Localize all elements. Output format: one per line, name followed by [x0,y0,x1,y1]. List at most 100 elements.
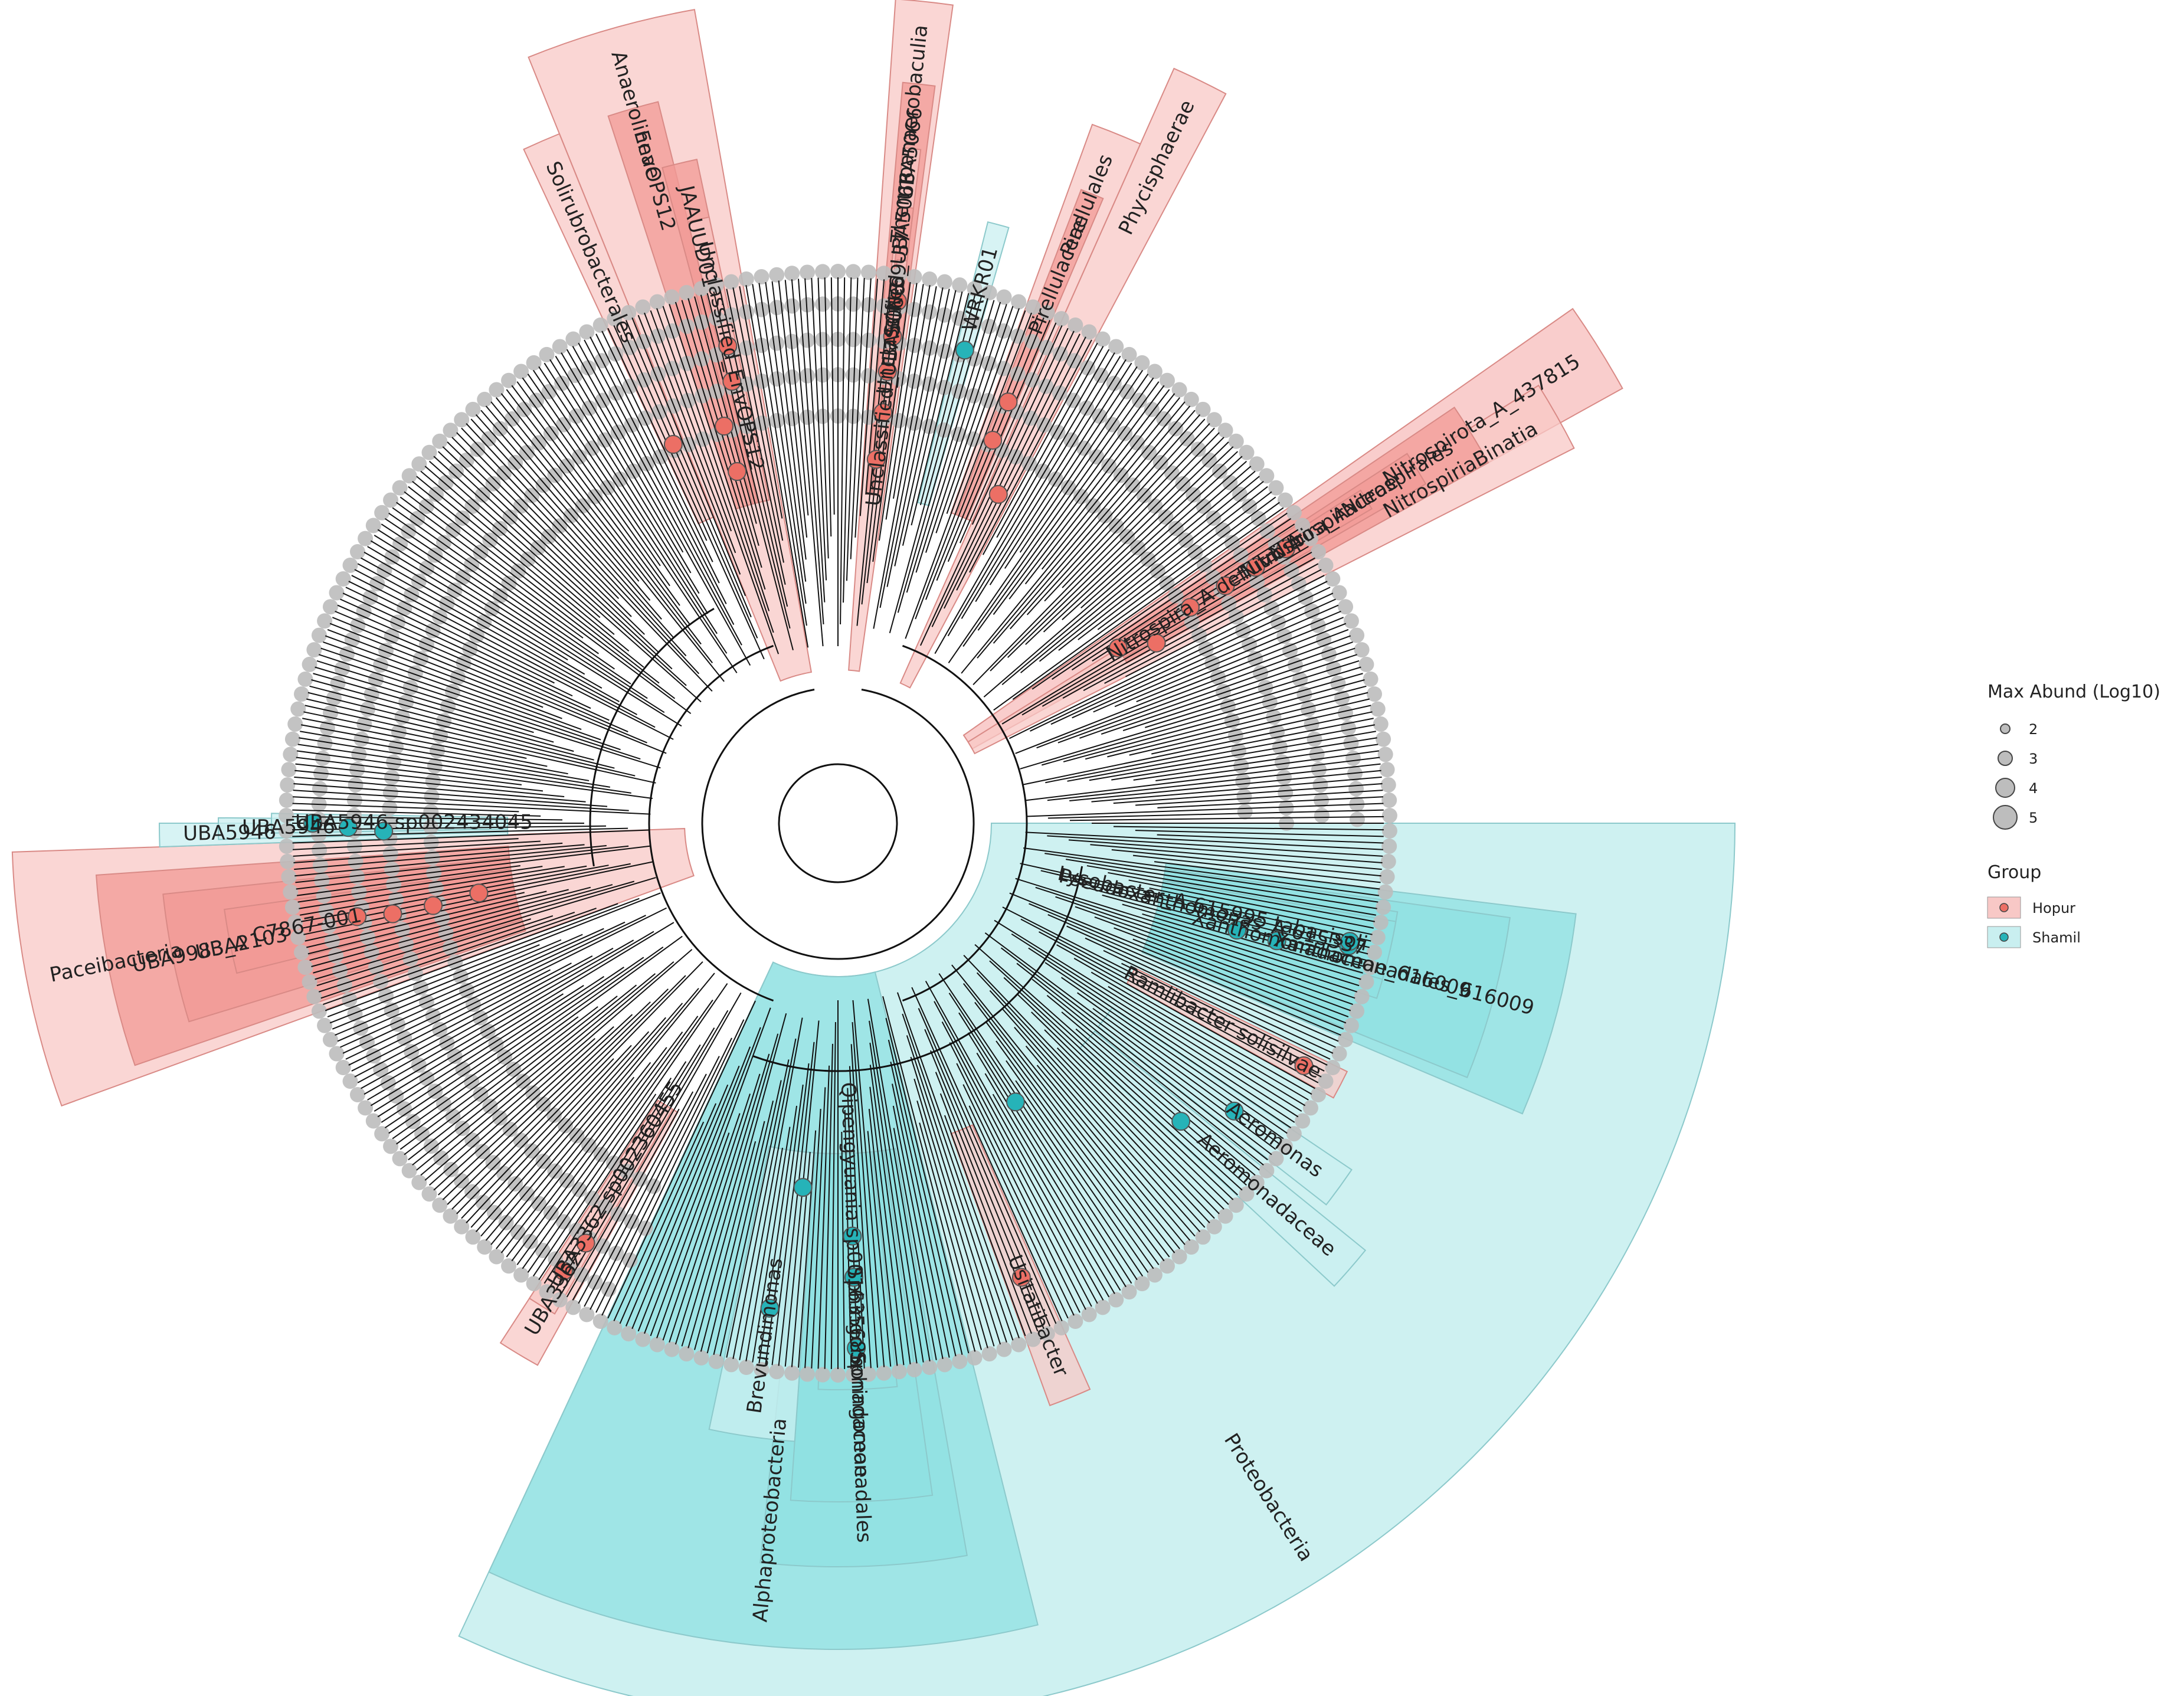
tree-branch [732,287,784,541]
tree-branch [896,992,1020,1338]
tree-branch [992,1093,1110,1298]
significant-node [1276,539,1295,558]
tree-branch [990,437,1224,672]
tree-node [447,954,463,970]
tree-node [317,1017,333,1033]
tree-branch [1031,1011,1229,1205]
tree-branch [631,317,746,597]
tree-branch [974,1001,1170,1258]
tree-branch [442,1001,651,1200]
tree-branch [381,975,605,1123]
tree-node [454,1219,470,1235]
tree-node [405,1114,421,1129]
tree-branch [447,441,645,635]
tree-branch [1025,757,1380,801]
tree-node [800,1366,816,1382]
tree-node [547,467,563,483]
tree-branch [996,1040,1160,1265]
tree-branch [420,961,674,1176]
tree-node [519,1186,535,1202]
tree-branch [345,915,646,1060]
tree-node [1125,477,1141,493]
tree-node [876,266,892,281]
tree-branch [311,679,574,752]
tree-branch [752,284,807,626]
significant-node [1267,931,1286,951]
tree-branch [935,1072,1039,1332]
tree-branch [817,1065,830,1369]
tree-branch [1094,916,1351,1011]
tree-branch [396,935,683,1145]
tree-branch [1062,456,1243,620]
tree-node [1338,1032,1354,1047]
tree-node [1119,529,1135,545]
tree-node [465,401,481,417]
tree-branch [595,1037,732,1313]
tree-node [1363,671,1378,687]
tree-node [769,1364,785,1380]
tree-branch [428,460,702,703]
tree-node [1373,915,1389,931]
tree-branch [1091,776,1382,803]
tree-node [937,343,952,359]
tree-branch [958,1012,1132,1284]
tree-node [473,1086,489,1102]
tree-branch [1082,886,1367,961]
legend-group-keys: Hopur Shamil [1987,896,2081,948]
tree-branch [706,1121,765,1354]
tree-node [830,264,846,279]
tree-branch [337,604,628,732]
tree-branch [784,280,809,516]
tree-branch [910,1056,1001,1345]
tree-node [1314,807,1330,823]
tree-node [967,281,983,297]
tree-branch [329,892,661,1024]
tree-node [306,988,322,1004]
tree-branch [911,293,970,526]
tree-branch [315,877,656,980]
tree-branch [850,278,865,559]
significant-node [1246,558,1265,577]
tree-branch [500,1062,651,1253]
tree-branch [337,934,583,1042]
significant-node [303,814,322,833]
tree-branch [983,466,1252,698]
tree-node [967,1350,983,1366]
tree-node [1211,463,1227,479]
tree-node [428,880,444,896]
tree-branch [433,1026,614,1191]
tree-branch [1056,944,1315,1089]
tree-node [1039,1326,1055,1342]
tree-node [1239,444,1255,460]
tree-branch [1157,796,1383,808]
tree-node [411,456,427,472]
tree-node [1190,441,1206,457]
significant-node [760,1298,780,1318]
tree-node [353,731,369,747]
tree-branch [961,355,1121,619]
tree-node [906,415,922,431]
tree-node [1367,944,1383,960]
tree-branch [949,1042,1086,1310]
legend-group-label: Shamil [2032,929,2081,946]
tree-branch [971,325,1063,525]
tree-branch [944,1115,1026,1337]
legend: Max Abund (Log10) 2 3 4 5 Group Hopur Shamil [1987,682,2160,948]
tree-node [501,1258,517,1274]
legend-size-label: 5 [2029,810,2038,826]
tree-node [1318,1073,1334,1089]
legend-size-dot [1993,805,2018,830]
legend-size-label: 4 [2029,780,2038,797]
tree-branch [456,432,620,599]
tree-branch [1042,551,1312,707]
tree-node [317,613,333,629]
tree-node [649,1337,665,1353]
tree-node [524,1143,540,1159]
legend-size-title: Max Abund (Log10) [1987,682,2160,702]
tree-branch [894,290,957,567]
tree-branch [811,278,827,581]
tree-node [302,656,317,672]
tree-branch [1015,623,1347,754]
tree-branch [316,918,531,987]
tree-node [1050,424,1066,440]
